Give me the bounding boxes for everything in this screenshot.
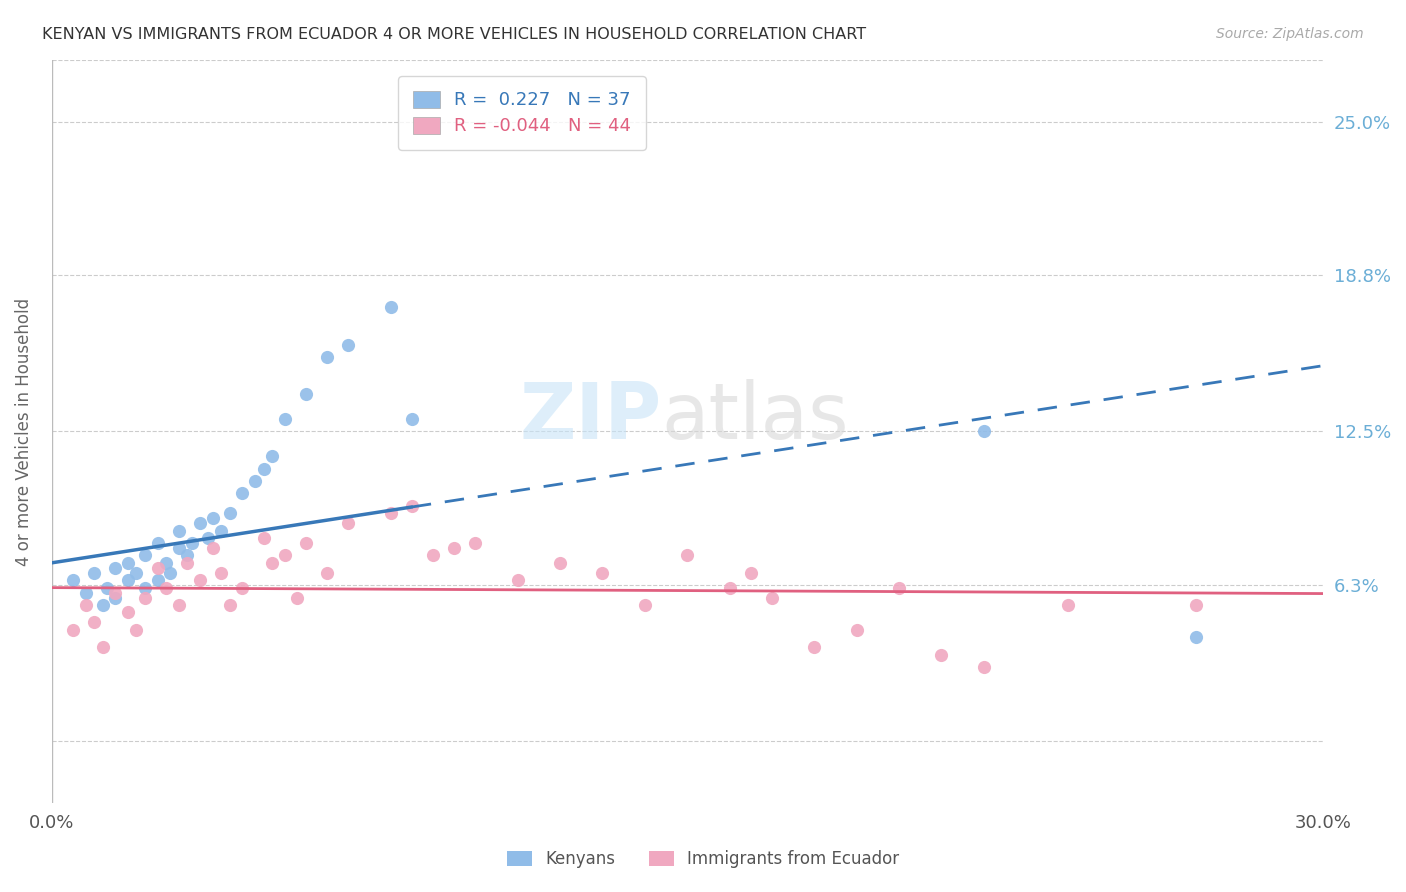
Point: [295, 536, 318, 550]
Point: [62, 573, 84, 587]
Point: [62, 623, 84, 637]
Text: ZIP: ZIP: [520, 378, 662, 455]
Point: [931, 648, 953, 662]
Point: [252, 531, 274, 545]
Point: [973, 425, 995, 439]
Y-axis label: 4 or more Vehicles in Household: 4 or more Vehicles in Household: [15, 297, 32, 566]
Point: [209, 524, 232, 538]
Point: [1184, 630, 1206, 644]
Point: [167, 598, 190, 612]
Legend: Kenyans, Immigrants from Ecuador: Kenyans, Immigrants from Ecuador: [501, 844, 905, 875]
Point: [718, 581, 741, 595]
Point: [176, 549, 198, 563]
Point: [295, 387, 318, 401]
Point: [218, 598, 240, 612]
Text: KENYAN VS IMMIGRANTS FROM ECUADOR 4 OR MORE VEHICLES IN HOUSEHOLD CORRELATION CH: KENYAN VS IMMIGRANTS FROM ECUADOR 4 OR M…: [42, 27, 866, 42]
Point: [973, 660, 995, 674]
Point: [167, 524, 190, 538]
Point: [155, 556, 177, 570]
Text: Source: ZipAtlas.com: Source: ZipAtlas.com: [1216, 27, 1364, 41]
Point: [761, 591, 783, 605]
Point: [274, 412, 297, 426]
Point: [380, 301, 402, 315]
Point: [83, 615, 105, 630]
Point: [104, 585, 127, 599]
Point: [260, 449, 283, 463]
Point: [197, 531, 219, 545]
Point: [134, 591, 156, 605]
Point: [146, 561, 169, 575]
Point: [422, 549, 444, 563]
Point: [188, 516, 211, 531]
Point: [740, 566, 762, 580]
Point: [75, 585, 97, 599]
Point: [117, 573, 139, 587]
Point: [91, 598, 114, 612]
Point: [337, 516, 360, 531]
Point: [548, 556, 571, 570]
Point: [316, 566, 339, 580]
Legend: R =  0.227   N = 37, R = -0.044   N = 44: R = 0.227 N = 37, R = -0.044 N = 44: [398, 76, 645, 150]
Point: [167, 541, 190, 555]
Point: [316, 350, 339, 364]
Point: [117, 556, 139, 570]
Point: [96, 581, 118, 595]
Point: [91, 640, 114, 654]
Point: [231, 581, 253, 595]
Point: [260, 556, 283, 570]
Point: [209, 566, 232, 580]
Point: [380, 506, 402, 520]
Point: [231, 486, 253, 500]
Point: [287, 591, 309, 605]
Point: [243, 474, 266, 488]
Point: [443, 541, 465, 555]
Point: [845, 623, 868, 637]
Point: [274, 549, 297, 563]
Point: [176, 556, 198, 570]
Point: [506, 573, 529, 587]
Point: [134, 581, 156, 595]
Point: [146, 536, 169, 550]
Point: [188, 573, 211, 587]
Point: [155, 581, 177, 595]
Point: [464, 536, 486, 550]
Point: [634, 598, 657, 612]
Point: [159, 566, 181, 580]
Point: [134, 549, 156, 563]
Point: [401, 412, 423, 426]
Point: [117, 606, 139, 620]
Point: [180, 536, 202, 550]
Point: [104, 561, 127, 575]
Point: [252, 461, 274, 475]
Point: [83, 566, 105, 580]
Point: [401, 499, 423, 513]
Point: [1057, 598, 1080, 612]
Point: [125, 566, 148, 580]
Point: [75, 598, 97, 612]
Point: [337, 337, 360, 351]
Text: atlas: atlas: [662, 378, 849, 455]
Point: [887, 581, 910, 595]
Point: [803, 640, 825, 654]
Point: [218, 506, 240, 520]
Point: [125, 623, 148, 637]
Point: [201, 511, 224, 525]
Point: [146, 573, 169, 587]
Point: [1184, 598, 1206, 612]
Point: [591, 566, 613, 580]
Point: [104, 591, 127, 605]
Point: [201, 541, 224, 555]
Point: [676, 549, 699, 563]
